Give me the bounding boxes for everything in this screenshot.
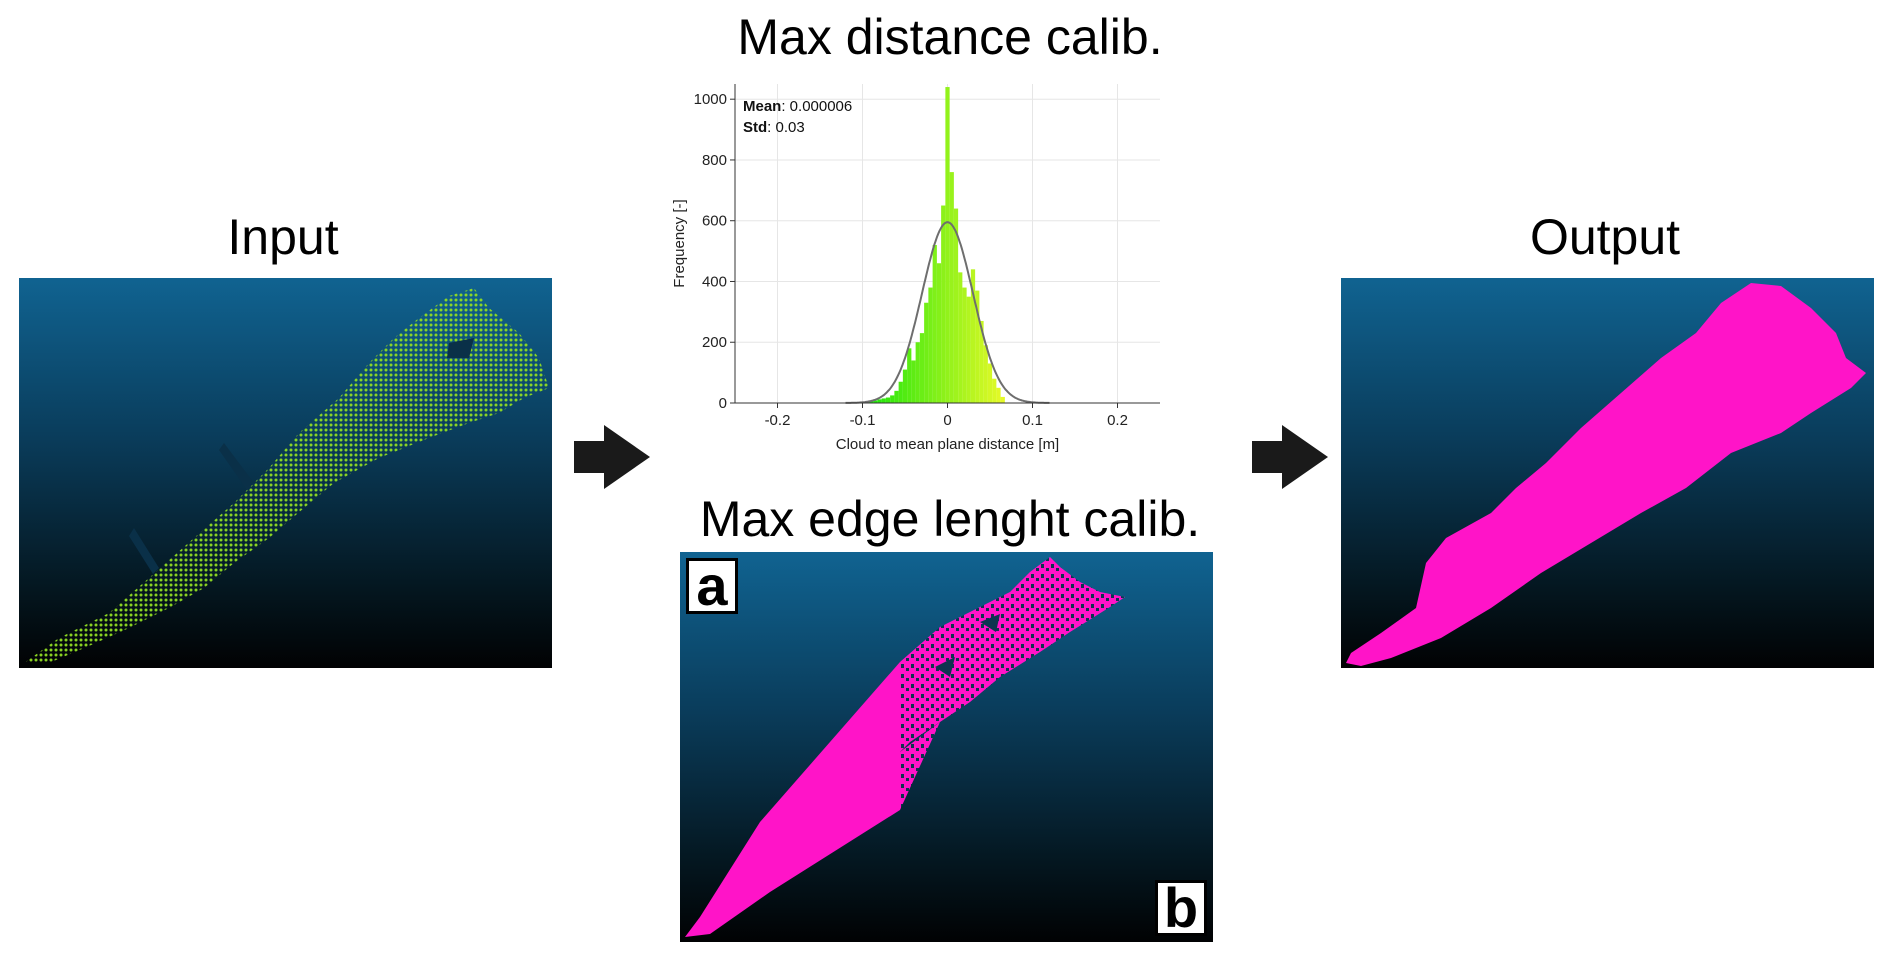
- right-arrow-icon: [1252, 425, 1328, 489]
- input-point-cloud-panel: [19, 278, 552, 668]
- output-title: Output: [1529, 209, 1681, 265]
- histogram-bar: [907, 348, 912, 403]
- point-cloud-image: [24, 288, 549, 663]
- histogram-svg: 0 200 400 600 800 1000 -0.2 -0.1 0 0.1 0.2 Cloud to…: [671, 84, 1160, 453]
- gaussian-fit-curve: [845, 221, 1050, 404]
- histogram-bar: [936, 263, 942, 403]
- histogram-chart: 0 200 400 600 800 1000 -0.2 -0.1 0 0.1 0.2 Cloud to…: [660, 78, 1180, 458]
- histogram-bar: [902, 369, 908, 403]
- x-tick-label: -0.1: [850, 412, 876, 429]
- histogram-bar: [987, 363, 993, 403]
- histogram-bar: [873, 400, 878, 403]
- stats-annotation: Mean: 0.000006: [743, 98, 852, 115]
- histogram-bar: [919, 333, 925, 403]
- y-tick-label: 600: [702, 213, 727, 230]
- histogram-bar: [983, 345, 988, 403]
- histogram-bar: [894, 390, 899, 403]
- x-axis-label: Cloud to mean plane distance [m]: [836, 436, 1059, 453]
- histogram-bar: [890, 395, 895, 403]
- y-tick-label: 200: [702, 334, 727, 351]
- histogram-bar: [996, 387, 1001, 403]
- stats-annotation: Std: 0.03: [743, 119, 805, 136]
- y-tick-label: 1000: [694, 91, 727, 108]
- panel-label-a: a: [686, 558, 738, 614]
- histogram-bar: [979, 320, 984, 403]
- max-edge-title: Max edge lenght calib.: [699, 491, 1201, 547]
- panel-label-b: b: [1155, 880, 1207, 936]
- histogram-bar: [941, 205, 946, 403]
- histogram-bar: [1000, 396, 1005, 403]
- histogram-bar: [924, 302, 929, 403]
- y-axis-label: Frequency [-]: [671, 199, 688, 287]
- histogram-bar: [928, 287, 933, 403]
- x-tick-label: 0.2: [1107, 412, 1128, 429]
- max-edge-mesh-panel: a b: [680, 552, 1213, 942]
- histogram-bar: [945, 87, 950, 404]
- x-tick-label: 0: [943, 412, 951, 429]
- input-title: Input: [227, 209, 339, 265]
- histogram-bar: [898, 381, 903, 403]
- histogram-bar: [877, 399, 882, 403]
- y-tick-label: 800: [702, 152, 727, 169]
- partial-mesh-image: [685, 557, 1125, 937]
- y-tick-label: 0: [719, 395, 727, 412]
- output-mesh-image: [1346, 283, 1866, 666]
- histogram-bar: [932, 245, 937, 403]
- x-tick-label: 0.1: [1022, 412, 1043, 429]
- histogram-bar: [885, 397, 891, 403]
- max-distance-title: Max distance calib.: [737, 9, 1163, 65]
- histogram-bar: [911, 360, 916, 403]
- histogram-bar: [949, 172, 954, 403]
- histogram-bar: [953, 208, 959, 403]
- x-tick-label: -0.2: [765, 412, 791, 429]
- right-arrow-icon: [574, 425, 650, 489]
- histogram-bar: [992, 378, 997, 403]
- histogram-bar: [962, 287, 967, 403]
- histogram-bar: [915, 342, 920, 403]
- histogram-bar: [975, 290, 980, 403]
- histogram-bar: [970, 269, 976, 403]
- histogram-bar: [881, 398, 886, 403]
- histogram-bar: [966, 296, 971, 403]
- histogram-bar: [868, 401, 874, 403]
- histogram-bar: [958, 272, 963, 403]
- y-tick-label: 400: [702, 273, 727, 290]
- output-mesh-panel: [1341, 278, 1874, 668]
